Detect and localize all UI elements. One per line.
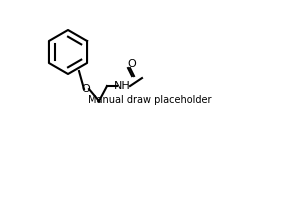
Text: Manual draw placeholder: Manual draw placeholder bbox=[88, 95, 212, 105]
Text: O: O bbox=[128, 59, 136, 69]
Text: O: O bbox=[82, 84, 90, 94]
Text: NH: NH bbox=[114, 81, 130, 91]
